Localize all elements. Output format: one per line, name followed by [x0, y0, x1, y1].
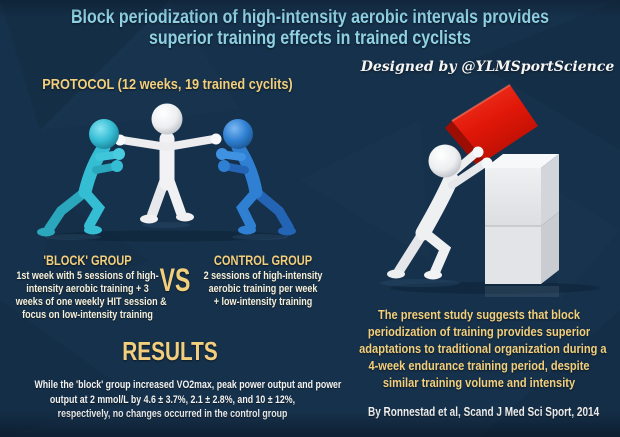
block-stacking-illustration: [380, 84, 600, 297]
text-line: 2 sessions of high-intensity: [203, 270, 323, 282]
block-group-label: 'BLOCK' GROUP: [43, 253, 132, 268]
title-line-2: superior training effects in trained cyc…: [149, 28, 471, 49]
text-line: periodization of training provides super…: [367, 324, 591, 339]
text-line: adaptations to traditional organization …: [359, 341, 607, 356]
conclusion-text: The present study suggests that block pe…: [359, 306, 607, 391]
control-group-description: 2 sessions of high-intensity aerobic tra…: [193, 270, 332, 309]
text-line: respectively, no changes occurred in the…: [57, 408, 288, 420]
text-line: aerobic training per week: [208, 283, 318, 295]
results-description: While the 'block' group increased VO2max…: [34, 378, 342, 422]
fighters-illustration: [37, 103, 296, 242]
blue-fighter-figure: [216, 119, 296, 236]
text-line: output at 2 mmol/L by 4.6 ± 3.7%, 2.1 ± …: [49, 393, 296, 406]
versus-label: VS: [159, 262, 191, 298]
white-cube-stack: [485, 154, 559, 284]
cyan-fighter-figure: [37, 119, 125, 237]
block-group-description: 1st week with 5 sessions of high- intens…: [15, 270, 167, 322]
text-line: 4-week endurance training period, despit…: [368, 358, 590, 373]
text-line: The present study suggests that block: [377, 307, 581, 322]
text-line: + low-intensity training: [213, 296, 313, 308]
text-line: similar training volume and intensity: [382, 375, 576, 390]
text-line: intensity aerobic training + 3: [26, 283, 149, 295]
control-group-label: CONTROL GROUP: [213, 253, 313, 268]
text-line: focus on low-intensity training: [22, 309, 153, 321]
title-line-1: Block periodization of high-intensity ae…: [70, 7, 549, 28]
text-line: 1st week with 5 sessions of high-: [16, 270, 159, 282]
protocol-heading: PROTOCOL (12 weeks, 19 trained cyclits): [42, 76, 293, 93]
text-line: While the 'block' group increased VO2max…: [34, 379, 342, 391]
text-line: weeks of one weekly HIT session &: [15, 296, 167, 308]
designer-credit: Designed by @YLMSportScience: [360, 59, 615, 75]
white-stacker-figure: [387, 144, 493, 280]
white-referee-figure: [114, 103, 222, 224]
page-title: Block periodization of high-intensity ae…: [50, 7, 571, 49]
citation: By Ronnestad et al, Scand J Med Sci Spor…: [368, 405, 600, 419]
results-heading: RESULTS: [122, 336, 218, 366]
